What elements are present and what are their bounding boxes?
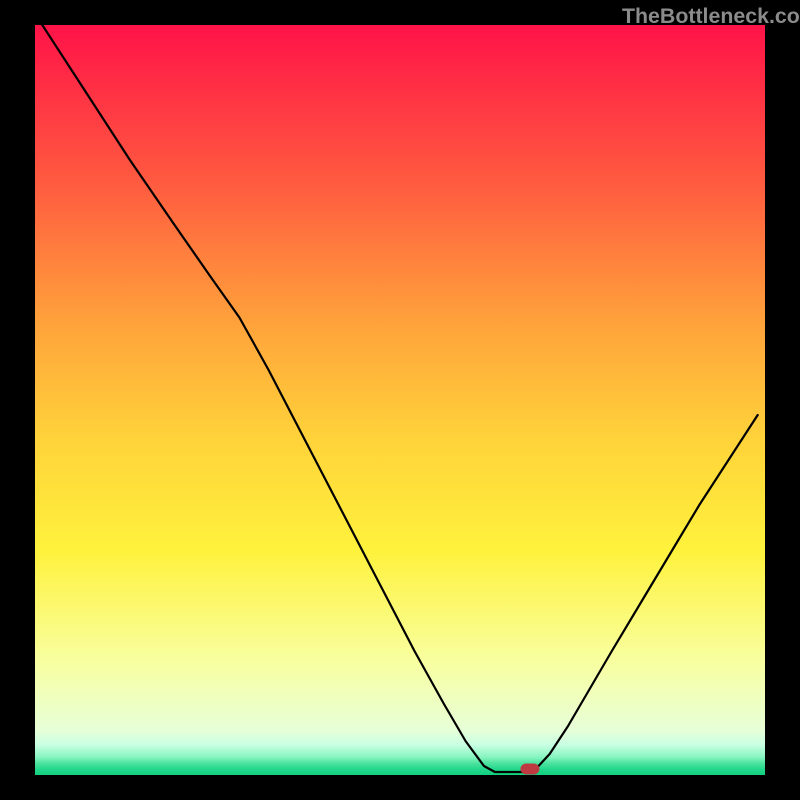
optimum-marker	[520, 764, 539, 775]
gradient-background	[35, 25, 765, 775]
plot-area	[35, 25, 765, 775]
figure-outer: TheBottleneck.com	[0, 0, 800, 800]
plot-svg	[35, 25, 765, 775]
